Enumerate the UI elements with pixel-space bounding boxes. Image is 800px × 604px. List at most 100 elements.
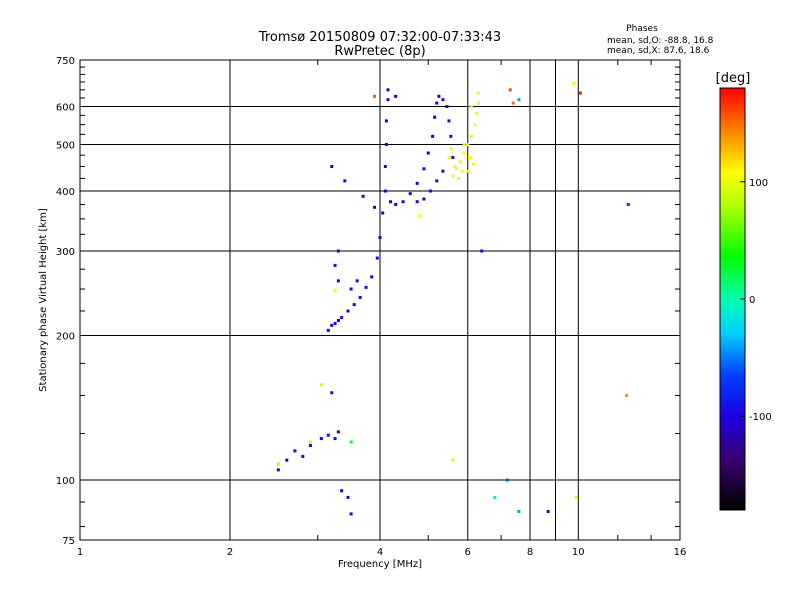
data-point-o-mode	[389, 200, 393, 204]
y-tick-label: 400	[56, 187, 75, 198]
data-point-o-mode	[336, 318, 340, 322]
data-point-o-mode	[346, 495, 350, 499]
data-point-o-mode	[364, 285, 368, 289]
data-point-o-mode	[449, 134, 453, 138]
data-point-o-mode	[394, 94, 398, 98]
data-point-o-mode	[352, 303, 356, 307]
data-point-o-mode	[431, 134, 435, 138]
data-point-o-mode	[433, 115, 437, 119]
data-point-x-mode	[462, 151, 466, 155]
data-point-other	[625, 394, 629, 398]
data-point-o-mode	[370, 275, 374, 279]
data-point-o-mode	[375, 256, 379, 260]
data-point-o-mode	[422, 197, 426, 201]
phases-o-line: mean, sd,O: -88.8, 16.8	[607, 36, 714, 46]
data-point-o-mode	[386, 98, 390, 102]
data-point-o-mode	[343, 179, 347, 183]
colorbar-label: [deg]	[716, 71, 751, 86]
data-point-o-mode	[330, 323, 334, 327]
y-tick-label: 100	[56, 476, 75, 487]
data-point-o-mode	[386, 88, 390, 92]
data-point-o-mode	[428, 189, 432, 193]
data-point-x-mode	[471, 162, 475, 166]
data-point-o-mode	[319, 437, 323, 441]
data-point-x-mode	[447, 155, 451, 159]
data-point-other	[333, 289, 337, 293]
data-point-o-mode	[349, 512, 353, 516]
data-point-x-mode	[449, 147, 453, 151]
data-point-other	[578, 91, 582, 95]
data-point-x-mode	[451, 174, 455, 178]
data-point-other	[508, 88, 512, 92]
phases-heading: Phases	[626, 24, 658, 34]
x-tick-label: 6	[465, 547, 471, 558]
data-point-x-mode	[572, 82, 576, 86]
y-axis-label: Stationary phase Virtual Height [km]	[38, 208, 49, 392]
data-point-o-mode	[383, 189, 387, 193]
data-point-o-mode	[358, 296, 362, 300]
data-point-o-mode	[333, 263, 337, 267]
grid-layer	[80, 60, 680, 540]
data-point-o-mode	[445, 105, 449, 109]
data-point-o-mode	[330, 391, 334, 395]
data-point-x-mode	[276, 462, 280, 466]
data-point-o-mode	[336, 249, 340, 253]
data-point-o-mode	[415, 200, 419, 204]
data-point-x-mode	[574, 495, 578, 499]
data-point-x-mode	[466, 169, 470, 173]
colorbar-tick-label: 100	[749, 178, 768, 189]
data-point-other	[511, 101, 515, 105]
data-point-o-mode	[480, 249, 484, 253]
data-point-o-mode	[301, 454, 305, 458]
data-point-o-mode	[394, 202, 398, 206]
data-point-o-mode	[451, 155, 455, 159]
y-tick-label: 200	[56, 332, 75, 343]
data-point-other	[505, 478, 509, 482]
y-tick-label: 75	[62, 536, 75, 547]
data-point-o-mode	[435, 179, 439, 183]
data-point-x-mode	[476, 91, 480, 95]
data-point-x-mode	[417, 214, 421, 218]
data-point-o-mode	[441, 98, 445, 102]
data-point-o-mode	[308, 444, 312, 448]
data-point-o-mode	[333, 321, 337, 325]
points-layer	[276, 82, 630, 516]
data-point-o-mode	[546, 509, 550, 513]
colorbar-tick-label: -100	[749, 412, 772, 423]
x-tick-label: 16	[674, 547, 687, 558]
data-point-o-mode	[361, 194, 365, 198]
data-point-o-mode	[340, 316, 344, 320]
x-axis-label: Frequency [MHz]	[338, 559, 422, 570]
y-tick-label: 600	[56, 103, 75, 114]
x-tick-label: 1	[77, 547, 83, 558]
data-point-o-mode	[383, 164, 387, 168]
data-point-o-mode	[384, 119, 388, 123]
data-point-o-mode	[346, 309, 350, 313]
data-point-o-mode	[381, 211, 385, 215]
data-point-o-mode	[437, 94, 441, 98]
y-tick-label: 300	[56, 247, 75, 258]
chart-title: Tromsø 20150809 07:32:00-07:33:43	[258, 30, 501, 45]
data-point-x-mode	[462, 143, 466, 147]
data-point-other	[626, 202, 630, 206]
data-point-o-mode	[378, 236, 382, 240]
data-point-o-mode	[355, 279, 359, 283]
y-tick-label: 500	[56, 141, 75, 152]
data-point-other	[373, 94, 377, 98]
x-tick-label: 10	[572, 547, 585, 558]
data-point-o-mode	[384, 143, 388, 147]
data-point-o-mode	[336, 279, 340, 283]
data-point-o-mode	[340, 489, 344, 493]
data-point-o-mode	[435, 101, 439, 105]
data-point-o-mode	[336, 430, 340, 434]
data-point-o-mode	[276, 468, 280, 472]
data-point-o-mode	[422, 167, 426, 171]
data-point-x-mode	[308, 440, 312, 444]
colorbar-ticks: 100 0 -100	[740, 178, 772, 423]
data-point-x-mode	[473, 123, 477, 127]
data-point-o-mode	[426, 151, 430, 155]
tick-layer: 1 2 4 6 8 10 16 75 100 200 300 400 500 600 750	[56, 56, 686, 558]
data-point-o-mode	[333, 437, 337, 441]
data-point-x-mode	[460, 169, 464, 173]
